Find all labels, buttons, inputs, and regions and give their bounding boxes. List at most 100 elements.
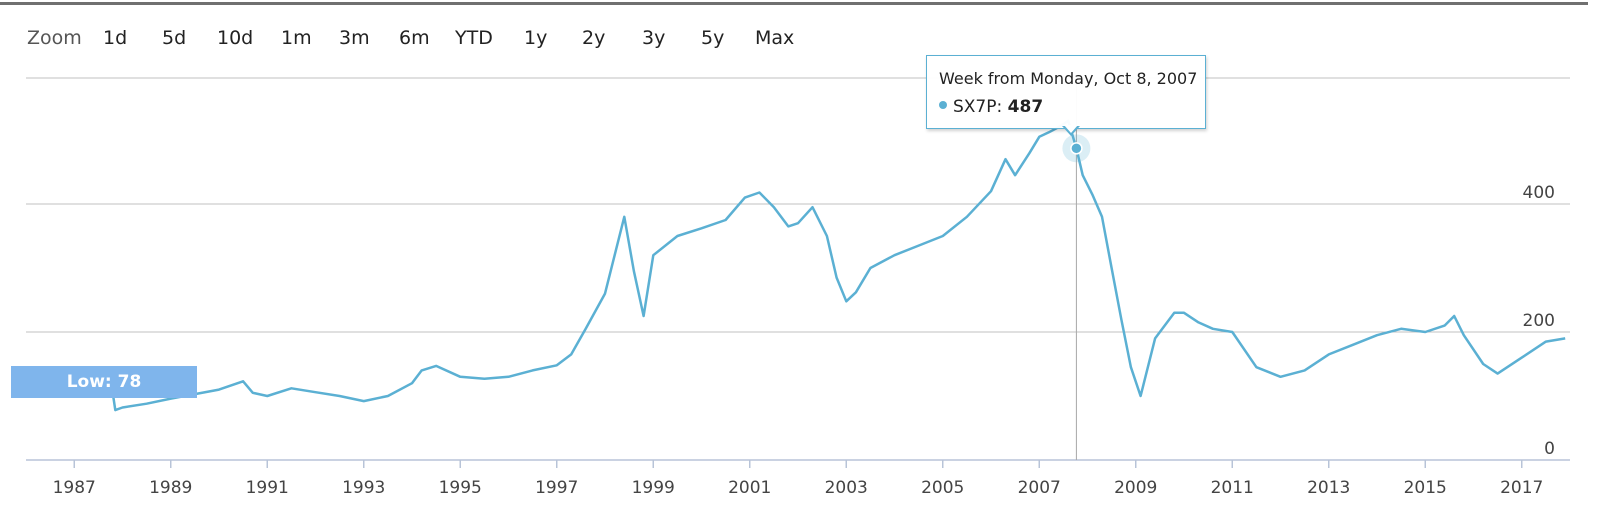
data-point xyxy=(826,235,828,237)
x-tick-label: 2007 xyxy=(1018,478,1061,498)
y-tick-label: 200 xyxy=(1523,311,1555,331)
tooltip-pointer-inner xyxy=(1064,125,1078,133)
tooltip-header: Week from Monday, Oct 8, 2007 xyxy=(939,69,1198,88)
x-tick-label: 2011 xyxy=(1211,478,1254,498)
data-point xyxy=(1352,344,1354,346)
data-point xyxy=(121,406,123,408)
data-point xyxy=(570,353,572,355)
data-point xyxy=(623,216,625,218)
data-point xyxy=(942,235,944,237)
x-tick-label: 2017 xyxy=(1500,478,1543,498)
data-point xyxy=(531,369,533,371)
zoom-ytd-button[interactable]: YTD xyxy=(455,27,493,49)
data-point xyxy=(811,206,813,208)
data-point xyxy=(990,190,992,192)
data-point xyxy=(1091,193,1093,195)
data-point xyxy=(724,219,726,221)
data-point xyxy=(483,378,485,380)
zoom-5y-button[interactable]: 5y xyxy=(701,27,725,49)
data-point xyxy=(835,276,837,278)
x-tick-label: 2001 xyxy=(728,478,771,498)
data-tooltip: Week from Monday, Oct 8, 2007 SX7P: 487 xyxy=(926,55,1206,129)
data-point xyxy=(917,244,919,246)
zoom-1m-button[interactable]: 1m xyxy=(281,27,312,49)
data-point xyxy=(869,267,871,269)
data-point xyxy=(633,270,635,272)
data-point xyxy=(1081,174,1083,176)
data-point xyxy=(1101,216,1103,218)
data-point xyxy=(797,222,799,224)
data-point xyxy=(845,300,847,302)
data-point xyxy=(604,292,606,294)
data-point xyxy=(242,380,244,382)
x-tick-label: 1987 xyxy=(53,478,96,498)
data-point xyxy=(435,365,437,367)
data-point xyxy=(290,387,292,389)
data-point xyxy=(1173,312,1175,314)
zoom-6m-button[interactable]: 6m xyxy=(399,27,430,49)
x-tick-label: 2015 xyxy=(1404,478,1447,498)
data-point xyxy=(1130,366,1132,368)
data-point xyxy=(252,392,254,394)
x-tick-label: 1999 xyxy=(632,478,675,498)
data-point xyxy=(266,395,268,397)
x-tick-label: 1995 xyxy=(439,478,482,498)
data-point xyxy=(1482,363,1484,365)
data-point xyxy=(1255,366,1257,368)
data-point xyxy=(1564,337,1566,339)
zoom-2y-button[interactable]: 2y xyxy=(582,27,606,49)
zoom-3m-button[interactable]: 3m xyxy=(339,27,370,49)
zoom-max-button[interactable]: Max xyxy=(755,27,795,49)
x-tick-label: 1997 xyxy=(535,478,578,498)
hover-point-marker[interactable] xyxy=(1070,142,1083,155)
data-point xyxy=(893,254,895,256)
zoom-10d-button[interactable]: 10d xyxy=(217,27,254,49)
data-point xyxy=(1048,131,1050,133)
data-point xyxy=(387,395,389,397)
tooltip-series-name: SX7P xyxy=(953,97,997,117)
data-point xyxy=(773,206,775,208)
data-point xyxy=(744,196,746,198)
data-point xyxy=(1463,334,1465,336)
data-point xyxy=(420,369,422,371)
series-dot-icon xyxy=(939,101,947,109)
data-point xyxy=(1154,337,1156,339)
data-point xyxy=(1521,356,1523,358)
data-point xyxy=(1496,372,1498,374)
data-point xyxy=(363,400,365,402)
data-point xyxy=(1110,267,1112,269)
data-point xyxy=(411,382,413,384)
y-tick-label: 0 xyxy=(1544,439,1555,459)
data-point xyxy=(700,227,702,229)
data-point xyxy=(459,376,461,378)
x-tick-label: 1991 xyxy=(246,478,289,498)
y-tick-label: 400 xyxy=(1523,183,1555,203)
zoom-1d-button[interactable]: 1d xyxy=(103,27,128,49)
data-point xyxy=(966,216,968,218)
data-point xyxy=(1028,152,1030,154)
data-point xyxy=(1139,395,1141,397)
data-point xyxy=(218,388,220,390)
zoom-3y-button[interactable]: 3y xyxy=(642,27,666,49)
data-point xyxy=(652,254,654,256)
zoom-1y-button[interactable]: 1y xyxy=(524,27,548,49)
series-line-sx7p[interactable] xyxy=(25,119,1566,412)
x-tick-label: 2005 xyxy=(921,478,964,498)
x-tick-label: 2003 xyxy=(825,478,868,498)
data-point xyxy=(855,291,857,293)
x-tick-label: 1989 xyxy=(149,478,192,498)
data-point xyxy=(145,402,147,404)
zoom-5d-button[interactable]: 5d xyxy=(162,27,187,49)
data-point xyxy=(1424,331,1426,333)
data-point xyxy=(1038,136,1040,138)
top-border-rule xyxy=(0,2,1588,5)
data-point xyxy=(585,328,587,330)
data-point xyxy=(1004,158,1006,160)
data-point xyxy=(758,191,760,193)
data-point xyxy=(642,315,644,317)
data-point xyxy=(1231,331,1233,333)
data-point xyxy=(1545,340,1547,342)
data-point xyxy=(556,364,558,366)
data-point xyxy=(1183,312,1185,314)
